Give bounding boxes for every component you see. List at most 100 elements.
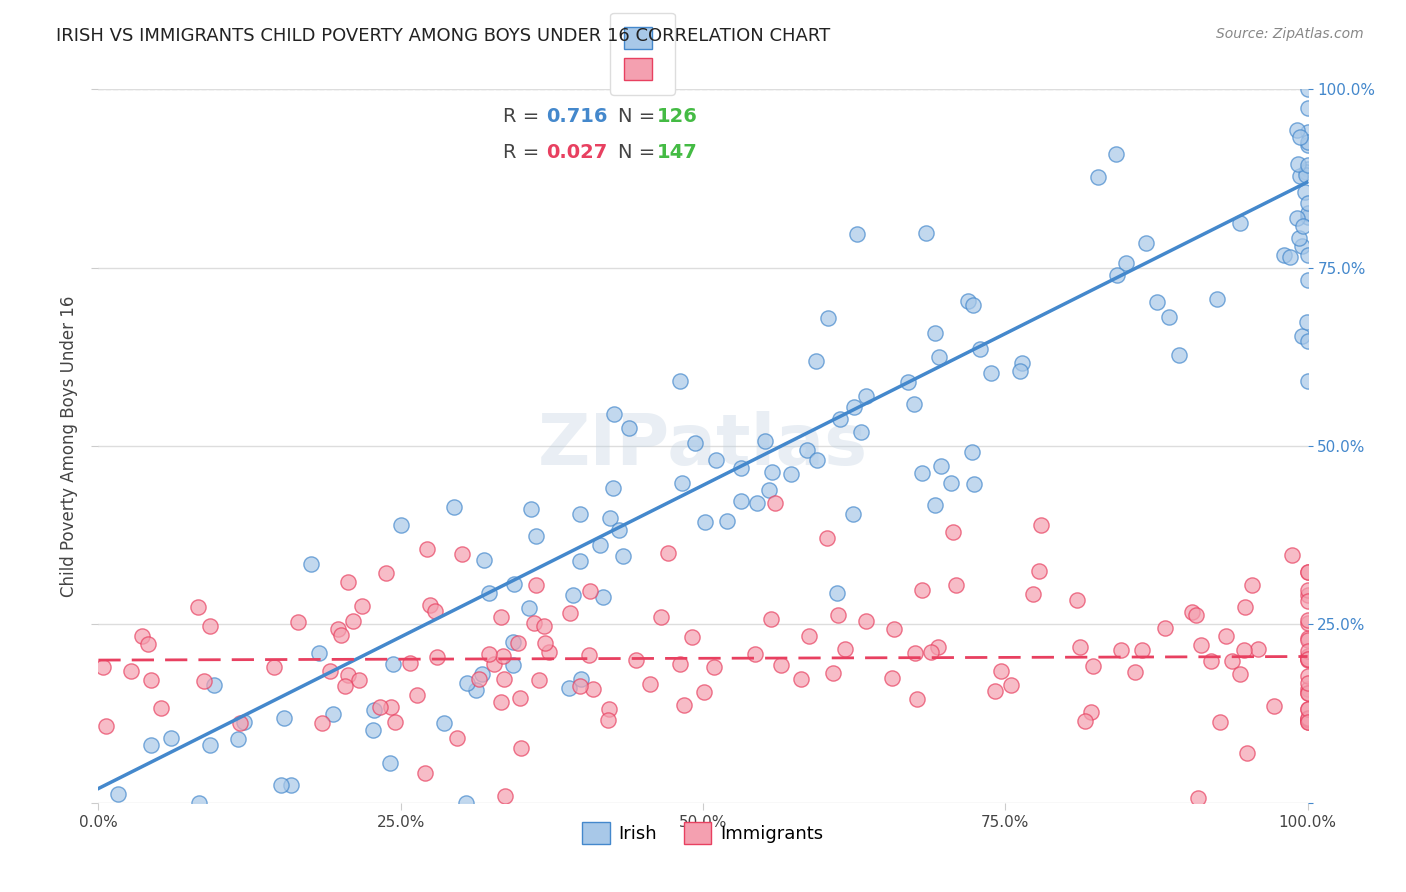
Immigrants bbox=[94, 719, 117, 733]
Immigrants bbox=[578, 648, 600, 662]
Text: R =: R = bbox=[503, 143, 546, 161]
Irish bbox=[1296, 101, 1319, 115]
Immigrants bbox=[336, 574, 359, 589]
Immigrants bbox=[1296, 615, 1319, 630]
Irish bbox=[685, 436, 707, 450]
Irish bbox=[519, 502, 541, 516]
Immigrants bbox=[1296, 714, 1319, 729]
Irish bbox=[1296, 196, 1319, 211]
Irish bbox=[568, 507, 591, 521]
Irish bbox=[226, 732, 249, 747]
Immigrants bbox=[446, 731, 468, 746]
Irish bbox=[1295, 169, 1317, 183]
Irish bbox=[107, 787, 129, 801]
Immigrants bbox=[311, 716, 333, 731]
Immigrants bbox=[139, 673, 162, 687]
Immigrants bbox=[1069, 640, 1091, 655]
Immigrants bbox=[1296, 653, 1319, 667]
Immigrants bbox=[1296, 702, 1319, 716]
Immigrants bbox=[1187, 791, 1209, 805]
Immigrants bbox=[759, 612, 782, 626]
Immigrants bbox=[1000, 678, 1022, 692]
Immigrants bbox=[1296, 701, 1319, 715]
Irish bbox=[1296, 374, 1319, 388]
Immigrants bbox=[426, 649, 449, 664]
Immigrants bbox=[1123, 665, 1146, 680]
Irish bbox=[851, 425, 873, 440]
Immigrants bbox=[821, 666, 844, 681]
Irish bbox=[299, 557, 322, 571]
Immigrants bbox=[1220, 654, 1243, 668]
Immigrants bbox=[1215, 629, 1237, 643]
Irish bbox=[472, 553, 495, 567]
Immigrants bbox=[1031, 518, 1053, 533]
Irish bbox=[308, 646, 330, 660]
Irish bbox=[1291, 239, 1313, 253]
Immigrants bbox=[193, 674, 215, 689]
Immigrants bbox=[579, 583, 602, 598]
Immigrants bbox=[329, 628, 352, 642]
Immigrants bbox=[1236, 747, 1258, 761]
Immigrants bbox=[523, 616, 546, 631]
Immigrants bbox=[1296, 711, 1319, 725]
Immigrants bbox=[624, 653, 647, 667]
Irish bbox=[139, 738, 162, 752]
Immigrants bbox=[1066, 593, 1088, 607]
Irish bbox=[561, 588, 583, 602]
Immigrants bbox=[1296, 712, 1319, 726]
Immigrants bbox=[1296, 686, 1319, 700]
Irish bbox=[779, 467, 801, 482]
Irish bbox=[569, 672, 592, 686]
Irish bbox=[1291, 329, 1313, 343]
Irish bbox=[609, 523, 631, 537]
Irish bbox=[502, 635, 524, 649]
Immigrants bbox=[558, 607, 581, 621]
Irish bbox=[845, 227, 868, 241]
Immigrants bbox=[1296, 669, 1319, 683]
Irish bbox=[897, 375, 920, 389]
Immigrants bbox=[374, 566, 396, 580]
Irish bbox=[804, 354, 827, 368]
Irish bbox=[1115, 256, 1137, 270]
Immigrants bbox=[703, 660, 725, 674]
Irish bbox=[1010, 364, 1032, 378]
Immigrants bbox=[1189, 638, 1212, 652]
Legend: Irish, Immigrants: Irish, Immigrants bbox=[575, 814, 831, 851]
Immigrants bbox=[510, 740, 533, 755]
Immigrants bbox=[1296, 613, 1319, 627]
Immigrants bbox=[1209, 715, 1232, 730]
Immigrants bbox=[534, 635, 557, 649]
Irish bbox=[825, 586, 848, 600]
Immigrants bbox=[352, 599, 374, 613]
Immigrants bbox=[342, 615, 364, 629]
Irish bbox=[1286, 211, 1309, 226]
Immigrants bbox=[489, 609, 512, 624]
Text: R =: R = bbox=[503, 107, 546, 126]
Immigrants bbox=[419, 598, 441, 612]
Immigrants bbox=[489, 695, 512, 709]
Irish bbox=[1288, 129, 1310, 144]
Irish bbox=[602, 481, 624, 495]
Immigrants bbox=[1185, 607, 1208, 622]
Immigrants bbox=[492, 649, 515, 664]
Irish bbox=[957, 294, 980, 309]
Irish bbox=[502, 577, 524, 591]
Irish bbox=[612, 549, 634, 564]
Immigrants bbox=[287, 615, 309, 629]
Irish bbox=[842, 400, 865, 414]
Irish bbox=[1146, 295, 1168, 310]
Immigrants bbox=[263, 660, 285, 674]
Irish bbox=[747, 496, 769, 510]
Irish bbox=[568, 554, 591, 568]
Immigrants bbox=[537, 645, 560, 659]
Immigrants bbox=[91, 659, 114, 673]
Irish bbox=[1296, 125, 1319, 139]
Irish bbox=[730, 461, 752, 475]
Irish bbox=[382, 657, 405, 672]
Text: ZIPatlas: ZIPatlas bbox=[538, 411, 868, 481]
Irish bbox=[960, 445, 983, 459]
Irish bbox=[1296, 161, 1319, 176]
Immigrants bbox=[834, 642, 856, 657]
Immigrants bbox=[744, 647, 766, 661]
Immigrants bbox=[1240, 578, 1263, 592]
